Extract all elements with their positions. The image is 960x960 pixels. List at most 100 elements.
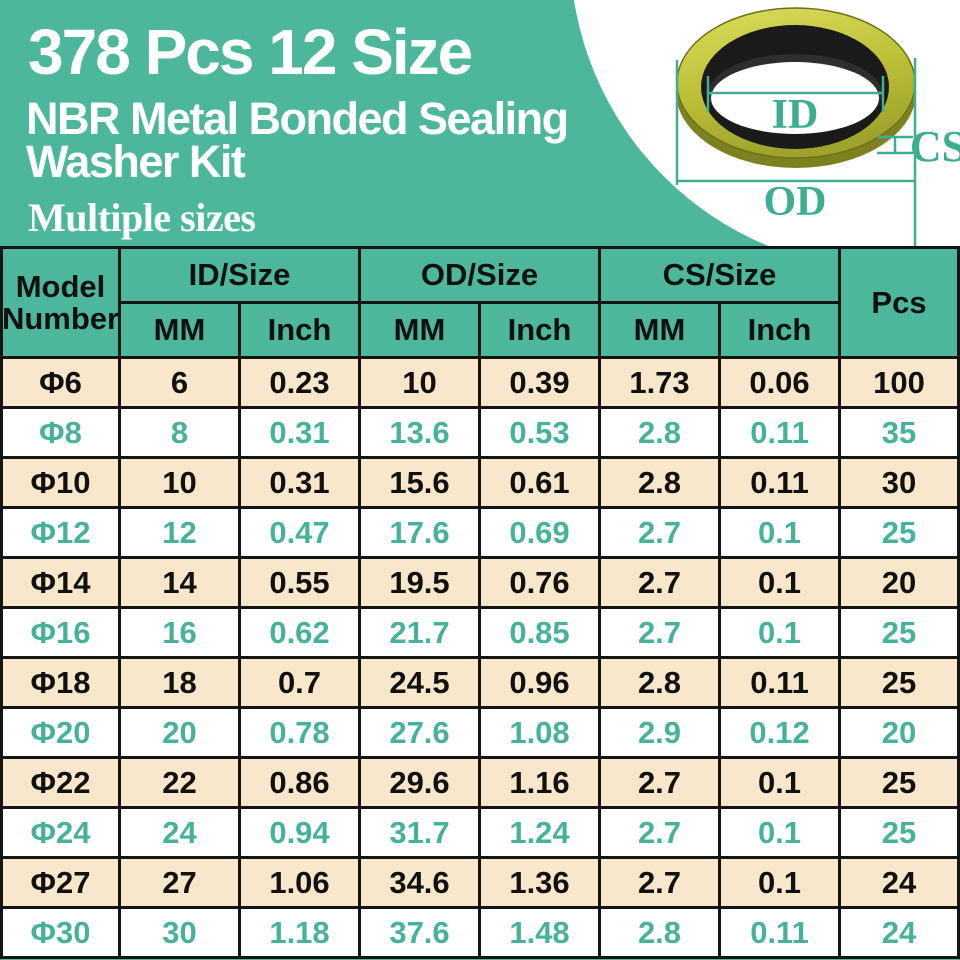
value-cell: 0.86 [241, 759, 358, 806]
model-cell: Φ24 [3, 809, 118, 856]
value-cell: 25 [841, 809, 957, 856]
value-cell: 0.23 [241, 359, 358, 406]
value-cell: 6 [121, 359, 238, 406]
id-mm-header: MM [121, 304, 238, 356]
value-cell: 15.6 [361, 459, 478, 506]
value-cell: 0.1 [721, 609, 838, 656]
value-cell: 35 [841, 409, 957, 456]
cs-inch-header: Inch [721, 304, 838, 356]
pcs-header: Pcs [841, 249, 957, 356]
value-cell: 0.47 [241, 509, 358, 556]
value-cell: 0.96 [481, 659, 598, 706]
value-cell: 16 [121, 609, 238, 656]
value-cell: 1.36 [481, 859, 598, 906]
value-cell: 12 [121, 509, 238, 556]
page-title: 378 Pcs 12 Size [28, 16, 473, 88]
value-cell: 1.06 [241, 859, 358, 906]
od-size-group-header: OD/Size [361, 249, 598, 301]
model-cell: Φ8 [3, 409, 118, 456]
subtitle-line-1: NBR Metal Bonded Sealing [26, 93, 569, 144]
value-cell: 2.8 [601, 409, 718, 456]
value-cell: 2.7 [601, 509, 718, 556]
model-number-header: Model Number [1, 249, 120, 356]
value-cell: 0.31 [241, 409, 358, 456]
value-cell: 34.6 [361, 859, 478, 906]
value-cell: 19.5 [361, 559, 478, 606]
model-cell: Φ30 [3, 909, 118, 956]
washer-hole [711, 62, 879, 134]
value-cell: 2.7 [601, 859, 718, 906]
value-cell: 8 [121, 409, 238, 456]
value-cell: 0.1 [721, 759, 838, 806]
hero-section: ID OD CS 378 Pcs 12 Size NBR Metal Bonde… [0, 0, 960, 250]
value-cell: 0.76 [481, 559, 598, 606]
value-cell: 0.94 [241, 809, 358, 856]
value-cell: 37.6 [361, 909, 478, 956]
value-cell: 24 [121, 809, 238, 856]
value-cell: 20 [841, 559, 957, 606]
od-label: OD [764, 179, 827, 225]
value-cell: 0.11 [721, 459, 838, 506]
id-size-group-header: ID/Size [121, 249, 358, 301]
value-cell: 29.6 [361, 759, 478, 806]
model-cell: Φ20 [3, 709, 118, 756]
value-cell: 24 [841, 909, 957, 956]
value-cell: 27.6 [361, 709, 478, 756]
value-cell: 0.53 [481, 409, 598, 456]
model-cell: Φ16 [3, 609, 118, 656]
id-inch-header: Inch [241, 304, 358, 356]
value-cell: 2.7 [601, 759, 718, 806]
value-cell: 2.8 [601, 459, 718, 506]
value-cell: 0.11 [721, 659, 838, 706]
value-cell: 0.12 [721, 709, 838, 756]
value-cell: 2.7 [601, 559, 718, 606]
model-cell: Φ14 [3, 559, 118, 606]
value-cell: 2.9 [601, 709, 718, 756]
model-cell: Φ22 [3, 759, 118, 806]
value-cell: 2.8 [601, 909, 718, 956]
value-cell: 0.61 [481, 459, 598, 506]
value-cell: 0.85 [481, 609, 598, 656]
value-cell: 10 [361, 359, 478, 406]
value-cell: 0.11 [721, 909, 838, 956]
value-cell: 13.6 [361, 409, 478, 456]
value-cell: 25 [841, 509, 957, 556]
value-cell: 0.1 [721, 809, 838, 856]
value-cell: 10 [121, 459, 238, 506]
model-header-line-2: Number [1, 300, 120, 336]
dimension-lines [675, 58, 917, 246]
value-cell: 14 [121, 559, 238, 606]
subtitle-line-2: Washer Kit [26, 135, 246, 187]
value-cell: 2.7 [601, 809, 718, 856]
od-mm-header: MM [361, 304, 478, 356]
cs-mm-header: MM [601, 304, 718, 356]
value-cell: 0.31 [241, 459, 358, 506]
value-cell: 0.55 [241, 559, 358, 606]
model-cell: Φ10 [3, 459, 118, 506]
value-cell: 20 [121, 709, 238, 756]
value-cell: 24 [841, 859, 957, 906]
value-cell: 0.11 [721, 409, 838, 456]
value-cell: 25 [841, 609, 957, 656]
value-cell: 25 [841, 659, 957, 706]
value-cell: 0.06 [721, 359, 838, 406]
od-inch-header: Inch [481, 304, 598, 356]
value-cell: 1.18 [241, 909, 358, 956]
value-cell: 31.7 [361, 809, 478, 856]
cs-label: CS [910, 122, 960, 171]
value-cell: 18 [121, 659, 238, 706]
washer-diagram: ID OD CS [0, 0, 960, 250]
value-cell: 2.7 [601, 609, 718, 656]
value-cell: 0.62 [241, 609, 358, 656]
model-cell: Φ12 [3, 509, 118, 556]
value-cell: 1.48 [481, 909, 598, 956]
value-cell: 0.69 [481, 509, 598, 556]
value-cell: 21.7 [361, 609, 478, 656]
model-header-line-1: Model [15, 268, 106, 304]
cs-size-group-header: CS/Size [601, 249, 838, 301]
heading-block: 378 Pcs 12 Size NBR Metal Bonded Sealing… [0, 0, 620, 238]
value-cell: 0.39 [481, 359, 598, 406]
value-cell: 2.8 [601, 659, 718, 706]
value-cell: 0.7 [241, 659, 358, 706]
